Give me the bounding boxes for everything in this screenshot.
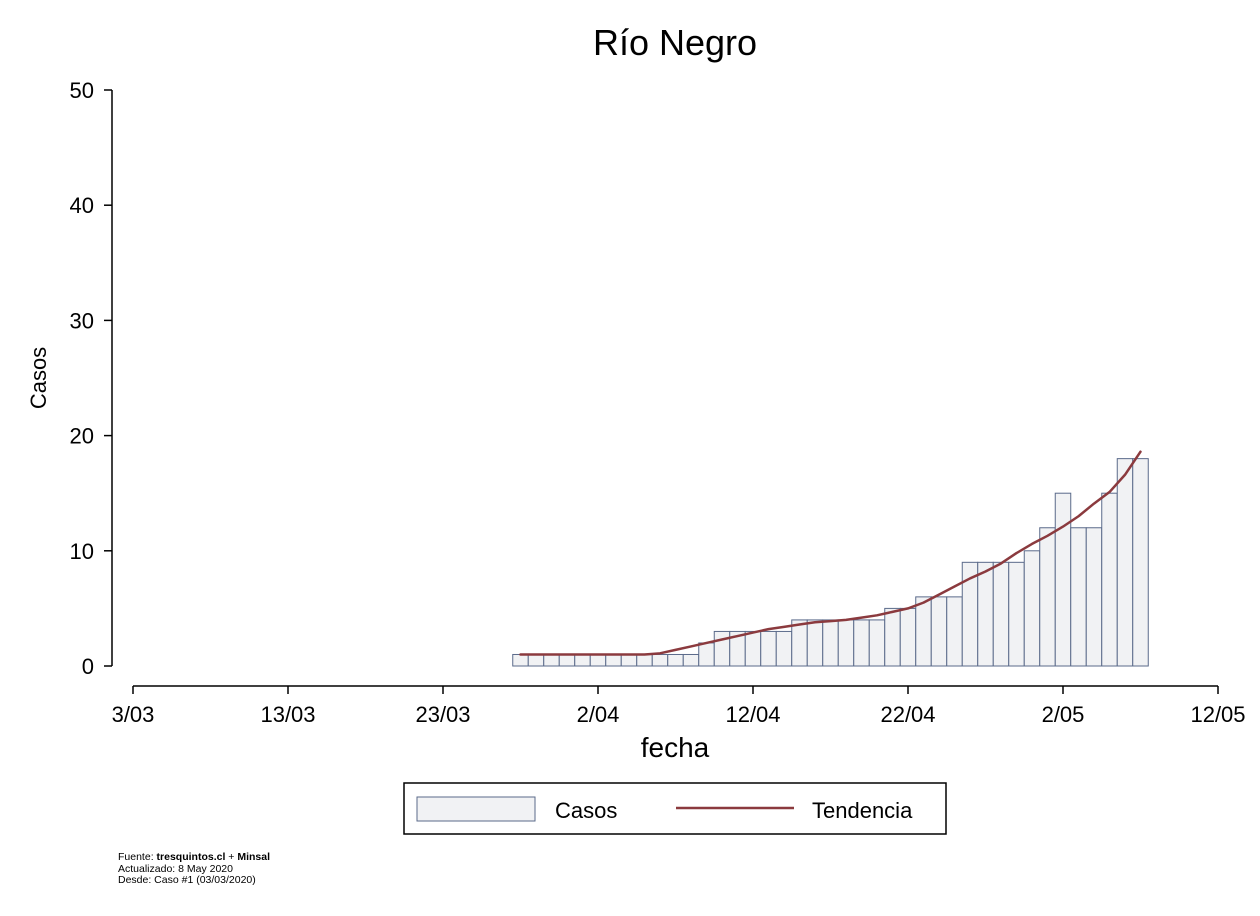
trend bbox=[519, 450, 1142, 656]
x-tick-label: 23/03 bbox=[415, 702, 470, 727]
y-tick-label: 50 bbox=[70, 78, 94, 103]
bar bbox=[837, 619, 855, 667]
bar bbox=[822, 619, 839, 667]
bar bbox=[636, 653, 653, 667]
bar bbox=[806, 619, 824, 667]
y-ticks: 0 10 20 30 40 50 bbox=[70, 78, 112, 679]
bar bbox=[558, 653, 576, 667]
footer-note: Fuente: tresquintos.cl + Minsal Actualiz… bbox=[118, 851, 271, 887]
bar bbox=[760, 630, 777, 667]
bar bbox=[992, 561, 1010, 667]
footer-source: Fuente: tresquintos.cl + Minsal bbox=[118, 851, 271, 863]
x-tick-label: 12/05 bbox=[1190, 702, 1245, 727]
bar bbox=[527, 653, 545, 667]
y-tick-label: 40 bbox=[70, 193, 94, 218]
bar bbox=[1116, 458, 1134, 667]
bar bbox=[744, 630, 762, 667]
y-tick-label: 20 bbox=[70, 424, 94, 449]
footer-updated: Actualizado: 8 May 2020 bbox=[118, 862, 233, 875]
bar bbox=[946, 596, 963, 667]
footer-since: Desde: Caso #1 (03/03/2020) bbox=[118, 874, 256, 886]
y-tick-label: 30 bbox=[70, 308, 94, 333]
bar bbox=[574, 653, 591, 667]
bar bbox=[1054, 492, 1072, 667]
legend-label-tendencia: Tendencia bbox=[812, 798, 913, 823]
x-tick-label: 2/04 bbox=[577, 702, 620, 727]
x-tick-label: 2/05 bbox=[1042, 702, 1085, 727]
legend: Casos Tendencia bbox=[403, 782, 947, 835]
y-tick-label: 10 bbox=[70, 539, 94, 564]
bar bbox=[775, 630, 793, 667]
trend-line bbox=[519, 450, 1142, 656]
bar bbox=[1039, 527, 1056, 667]
legend-label-casos: Casos bbox=[555, 798, 617, 823]
bar bbox=[1023, 550, 1041, 667]
x-ticks: 3/03 13/03 23/03 2/04 12/04 22/04 2/05 12/05 bbox=[112, 686, 1246, 727]
bar bbox=[853, 619, 870, 667]
y-axis-label: Casos bbox=[26, 347, 51, 409]
bar bbox=[713, 630, 731, 667]
x-axis-label: fecha bbox=[641, 732, 710, 763]
bar bbox=[698, 642, 715, 667]
bar bbox=[868, 619, 886, 667]
bar bbox=[589, 653, 607, 667]
bar bbox=[512, 653, 529, 667]
bar bbox=[1132, 458, 1149, 667]
bar bbox=[682, 653, 700, 667]
bars bbox=[512, 458, 1149, 667]
bar bbox=[1070, 527, 1087, 667]
bar bbox=[620, 653, 638, 667]
bar bbox=[1101, 492, 1118, 667]
legend-bar-swatch bbox=[416, 796, 536, 822]
chart-title: Río Negro bbox=[593, 22, 757, 63]
x-tick-label: 3/03 bbox=[112, 702, 155, 727]
x-tick-label: 12/04 bbox=[725, 702, 780, 727]
bar bbox=[791, 619, 808, 667]
bar bbox=[930, 596, 948, 667]
bar bbox=[605, 653, 622, 667]
bar bbox=[1085, 527, 1103, 667]
bar bbox=[667, 653, 684, 667]
bar bbox=[884, 607, 901, 667]
bar bbox=[915, 596, 932, 667]
bar bbox=[651, 653, 669, 667]
bar bbox=[899, 607, 917, 667]
bar bbox=[977, 561, 994, 667]
x-tick-label: 13/03 bbox=[260, 702, 315, 727]
bar bbox=[543, 653, 560, 667]
bar bbox=[1008, 561, 1025, 667]
y-tick-label: 0 bbox=[82, 654, 94, 679]
x-tick-label: 22/04 bbox=[880, 702, 935, 727]
